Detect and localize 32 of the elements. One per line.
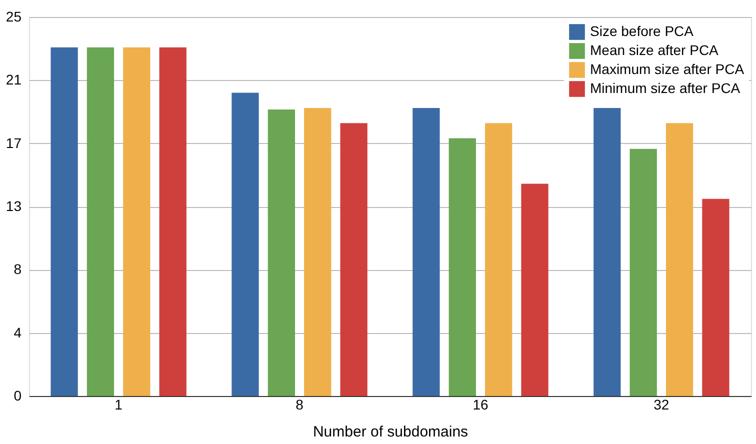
bar (232, 92, 259, 396)
bar (340, 123, 368, 396)
bar (86, 47, 114, 396)
bar (123, 47, 150, 396)
y-tick-label: 25 (6, 8, 22, 24)
bar (159, 47, 186, 396)
legend-label: Mean size after PCA (590, 42, 720, 58)
bar (50, 47, 78, 396)
bar (485, 123, 512, 396)
y-tick-label: 4 (14, 324, 22, 340)
bar (702, 198, 730, 396)
bar (594, 108, 621, 396)
bar (412, 108, 440, 396)
bar (448, 138, 476, 396)
legend-label: Size before PCA (590, 23, 694, 39)
bar (666, 123, 694, 396)
legend-label: Minimum size after PCA (590, 80, 741, 96)
bar (268, 109, 295, 396)
bar (304, 108, 332, 396)
y-tick-label: 21 (6, 72, 22, 88)
x-tick-label: 8 (296, 396, 304, 412)
x-tick-label: 1 (114, 396, 123, 412)
y-tick-label: 0 (14, 388, 22, 404)
x-tick-label: 16 (472, 396, 488, 412)
y-tick-label: 13 (6, 198, 22, 214)
legend-label: Maximum size after PCA (590, 61, 745, 77)
bar (630, 148, 657, 396)
bar (521, 184, 548, 396)
x-tick-label: 32 (654, 396, 670, 412)
x-axis-title: Number of subdomains (312, 424, 468, 440)
y-tick-label: 8 (14, 261, 22, 278)
y-tick-label: 17 (6, 134, 22, 151)
